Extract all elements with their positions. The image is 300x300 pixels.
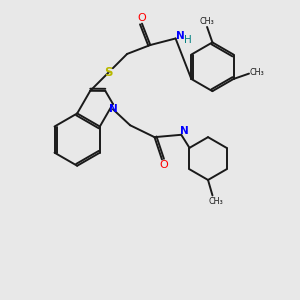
Text: H: H bbox=[184, 35, 192, 45]
Text: CH₃: CH₃ bbox=[250, 68, 265, 76]
Text: CH₃: CH₃ bbox=[200, 16, 214, 26]
Text: N: N bbox=[109, 104, 117, 114]
Text: S: S bbox=[104, 66, 113, 79]
Text: CH₃: CH₃ bbox=[209, 197, 224, 206]
Text: O: O bbox=[138, 13, 146, 23]
Text: O: O bbox=[159, 160, 168, 170]
Text: N: N bbox=[176, 31, 184, 41]
Text: N: N bbox=[180, 126, 189, 136]
